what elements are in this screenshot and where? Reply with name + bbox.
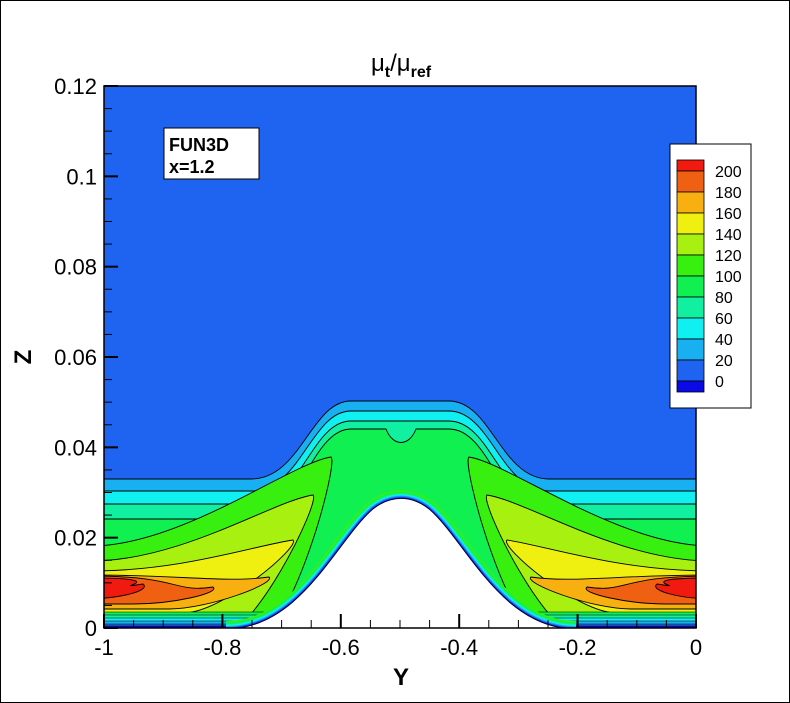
- legend-swatch: [676, 317, 705, 340]
- body-surface: [233, 498, 569, 628]
- legend-label: 0: [715, 374, 724, 391]
- legend-label: 120: [715, 248, 742, 265]
- chart-title: μt/μref: [371, 50, 432, 81]
- legend-swatch: [676, 191, 705, 214]
- legend-label: 200: [715, 164, 742, 181]
- y-tick-label: 0.08: [54, 255, 97, 280]
- x-tick-label: -0.4: [440, 635, 478, 660]
- y-axis-label: Z: [10, 350, 37, 365]
- contour-band-above-200: [104, 577, 696, 599]
- annotation-station: x=1.2: [169, 157, 215, 177]
- contour-band-180-200: [104, 575, 696, 605]
- x-tick-label: -0.2: [559, 635, 597, 660]
- annotation-box: FUN3D x=1.2: [163, 127, 260, 180]
- legend-swatch: [676, 254, 705, 277]
- y-tick-label: 0.02: [54, 526, 97, 551]
- legend-label: 140: [715, 227, 742, 244]
- legend-label: 160: [715, 206, 742, 223]
- legend-label: 100: [715, 269, 742, 286]
- legend-label: 60: [715, 311, 733, 328]
- y-tick-label: 0: [85, 616, 97, 641]
- legend-label: 180: [715, 185, 742, 202]
- y-tick-label: 0.06: [54, 345, 97, 370]
- legend-swatch: [676, 170, 705, 193]
- y-tick-label: 0.1: [66, 164, 97, 189]
- contour-band-160-180: [104, 574, 696, 610]
- annotation-solver: FUN3D: [169, 135, 229, 155]
- x-tick-label: -0.8: [203, 635, 241, 660]
- legend-label: 40: [715, 332, 733, 349]
- y-tick-label: 0.12: [54, 74, 97, 99]
- contour-band-140-160: [104, 539, 696, 614]
- x-tick-label: -0.6: [322, 635, 360, 660]
- x-axis-label: Y: [393, 664, 409, 691]
- contour-field: [104, 86, 696, 628]
- axis-ticks: -1 -0.8 -0.6 -0.4 -0.2 0 0 0.02 0.04 0.06 0.08 0.1 0…: [54, 74, 702, 660]
- x-tick-label: 0: [690, 635, 702, 660]
- legend-swatch: [676, 296, 705, 319]
- legend-swatch: [676, 275, 705, 298]
- legend-swatch: [676, 380, 705, 393]
- legend-label: 80: [715, 290, 733, 307]
- y-tick-label: 0.04: [54, 435, 97, 460]
- legend-swatch: [676, 233, 705, 256]
- x-tick-label: -1: [94, 635, 114, 660]
- legend-swatch: [676, 338, 705, 361]
- legend-swatch: [676, 159, 705, 172]
- legend-swatch: [676, 359, 705, 382]
- legend-label: 20: [715, 353, 733, 370]
- legend-swatch: [676, 212, 705, 235]
